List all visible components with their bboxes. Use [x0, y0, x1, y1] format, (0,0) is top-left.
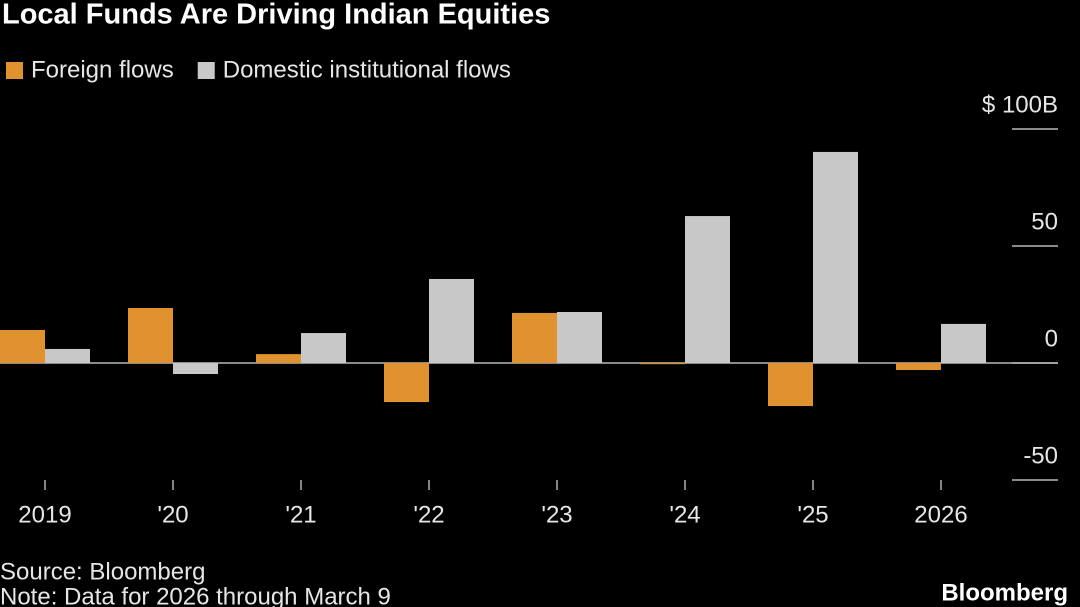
bar: [45, 348, 90, 363]
y-tick-label: $ 100B: [982, 91, 1058, 118]
source: Source: Bloomberg: [0, 558, 205, 585]
x-tick-label: '21: [285, 501, 316, 528]
brand-logo: Bloomberg: [941, 579, 1068, 606]
x-tick-label: '24: [669, 501, 700, 528]
bar: [429, 278, 474, 363]
y-tick-label: 0: [1045, 325, 1058, 352]
x-tick-label: '23: [541, 501, 572, 528]
bar: [301, 333, 346, 363]
bar: [941, 323, 986, 363]
bar: [896, 363, 941, 371]
bar: [557, 311, 602, 363]
x-tick-label: 2026: [914, 501, 967, 528]
bar: [173, 363, 218, 374]
chart-title: Local Funds Are Driving Indian Equities: [2, 0, 550, 31]
note: Note: Data for 2026 through March 9: [0, 583, 391, 607]
legend-swatch: [6, 62, 23, 79]
x-tick-label: 2019: [18, 501, 71, 528]
legend-label: Foreign flows: [31, 56, 174, 83]
bar: [512, 312, 557, 363]
bar: [256, 354, 301, 363]
bar: [640, 363, 685, 365]
y-tick-label: 50: [1031, 208, 1058, 235]
bar: [384, 363, 429, 403]
bar: [813, 151, 858, 363]
bar: [685, 216, 730, 363]
x-tick-label: '25: [797, 501, 828, 528]
bar: [0, 330, 45, 363]
bar: [768, 363, 813, 407]
y-tick-label: -50: [1023, 442, 1058, 469]
legend-swatch: [197, 62, 215, 79]
x-tick-label: '20: [157, 501, 188, 528]
bar: [128, 308, 173, 363]
legend-label: Domestic institutional flows: [223, 56, 511, 83]
x-tick-label: '22: [413, 501, 444, 528]
